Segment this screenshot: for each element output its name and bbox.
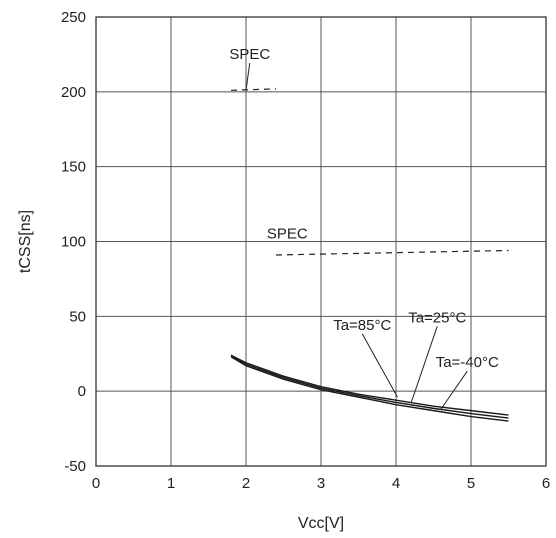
y-tick-label: -50 — [64, 458, 86, 475]
annotation-leader — [410, 326, 438, 404]
annotation-ta-40-c: Ta=-40°C — [436, 354, 499, 371]
spec-lines — [230, 88, 509, 256]
plot-frame — [95, 16, 547, 467]
grid — [95, 16, 547, 467]
annotations: SPEC SPEC Ta=85°C Ta=25°C Ta=-40°C — [229, 46, 499, 371]
annotation-leaders — [245, 62, 468, 410]
spec-line-2 — [275, 249, 509, 256]
x-tick-label: 2 — [242, 475, 250, 492]
y-tick-label: 100 — [61, 234, 86, 251]
series-line-ta-85-c — [230, 354, 509, 416]
y-tick-label: 200 — [61, 84, 86, 101]
series-line-ta-40-c — [230, 356, 509, 422]
x-tick-label: 4 — [392, 475, 400, 492]
annotation-leader — [440, 370, 468, 410]
x-tick-label: 1 — [167, 475, 175, 492]
annotation-ta-25-c: Ta=25°C — [408, 309, 466, 326]
spec-line-1 — [230, 88, 277, 91]
x-tick-label: 5 — [467, 475, 475, 492]
series-lines — [230, 354, 509, 422]
series-line-ta-25-c — [230, 354, 509, 419]
y-tick-label: 0 — [78, 383, 86, 400]
tick-labels: 0 1 2 3 4 5 6 -50 0 50 100 150 200 250 — [61, 9, 550, 492]
x-tick-label: 3 — [317, 475, 325, 492]
annotation-ta-85-c: Ta=85°C — [333, 317, 391, 334]
y-axis-label: tCSS[ns] — [17, 210, 34, 273]
annotation-spec: SPEC — [267, 226, 308, 243]
annotation-leader — [245, 62, 251, 91]
x-tick-label: 6 — [542, 475, 550, 492]
annotation-leader — [361, 333, 398, 398]
y-tick-label: 150 — [61, 159, 86, 176]
annotation-spec: SPEC — [229, 46, 270, 63]
x-axis-label: Vcc[V] — [298, 515, 344, 532]
y-tick-label: 50 — [69, 308, 86, 325]
x-tick-label: 0 — [92, 475, 100, 492]
y-tick-label: 250 — [61, 9, 86, 26]
